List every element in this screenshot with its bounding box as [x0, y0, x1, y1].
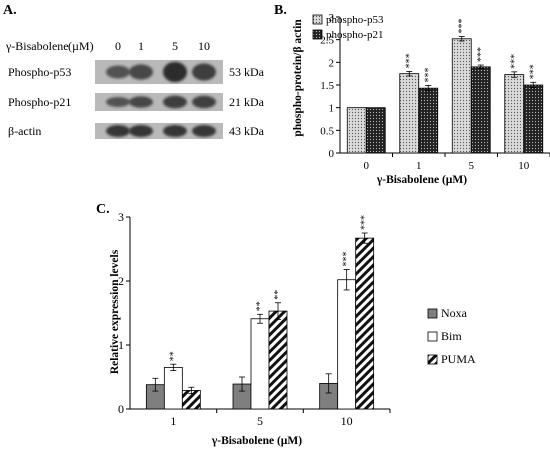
- blot-row-label: Phospho-p53: [8, 65, 71, 79]
- legend-label: phospho-p21: [326, 29, 383, 41]
- significance-mark: ***: [457, 18, 468, 33]
- bar-puma: [355, 237, 375, 410]
- blot-band: [106, 125, 130, 137]
- x-tick-label: 10: [518, 160, 530, 172]
- x-tick-label: 0: [364, 160, 370, 172]
- blot-band: [129, 125, 153, 137]
- blot-row-label: β-actin: [8, 124, 41, 138]
- panel-a-letter: A.: [3, 3, 17, 18]
- blot-row-size: 21 kDa: [229, 95, 265, 109]
- blot-band: [192, 63, 216, 81]
- legend-label: Noxa: [441, 306, 468, 320]
- significance-mark: ***: [509, 54, 520, 69]
- panel-c-letter: C.: [96, 202, 110, 217]
- legend-swatch: [427, 331, 438, 342]
- legend-label: phospho-p53: [326, 14, 384, 26]
- panel-c-plot: 0 1 2 3 1 ** 5 ** ** 10 *** *** Noxa Bim PUMA: [118, 210, 476, 428]
- bar-phospho-p21: [470, 66, 491, 154]
- significance-mark: ***: [423, 67, 434, 82]
- blot-band: [106, 97, 130, 107]
- blot-row: Phospho-p53 53 kDa: [8, 60, 265, 84]
- panel-b-plot: 0 0.5 1 1.5 2 2.5 3 0 1 *** *** 5 *** *** 10 *** *** phos…: [312, 12, 550, 172]
- bar-phospho-p53: [504, 74, 525, 154]
- blot-lane-labels: 0 1 5 10: [115, 39, 210, 53]
- blot-band: [163, 125, 187, 137]
- y-tick-label: 2: [118, 274, 124, 288]
- y-tick-label: 0: [329, 148, 335, 160]
- y-tick-label: 3: [329, 12, 335, 24]
- blot-band: [163, 61, 187, 83]
- blot-band: [129, 96, 153, 108]
- legend-label: Bim: [441, 329, 462, 343]
- x-tick-label: 1: [416, 160, 422, 172]
- bar-phospho-p21: [365, 107, 386, 154]
- blot-strip: [95, 93, 223, 111]
- panel-a-header-label: γ-Bisabolene: [5, 39, 69, 53]
- significance-mark: **: [168, 351, 179, 361]
- blot-row-size: 53 kDa: [229, 65, 265, 79]
- y-tick-label: 2.5: [320, 35, 334, 47]
- blot-band: [192, 95, 216, 109]
- blot-band: [163, 95, 187, 109]
- blot-row-label: Phospho-p21: [8, 95, 71, 109]
- blot-row-size: 43 kDa: [229, 124, 265, 138]
- blot-lane-label: 0: [115, 39, 121, 53]
- significance-mark: ***: [404, 53, 415, 68]
- significance-mark: ***: [528, 64, 539, 79]
- significance-mark: ***: [360, 215, 371, 230]
- x-tick-label: 10: [341, 414, 353, 428]
- significance-mark: ***: [476, 47, 487, 62]
- bar-bim: [163, 366, 183, 410]
- legend-swatch: [427, 354, 438, 365]
- bar-phospho-p21: [523, 84, 544, 154]
- panel-a-header-unit: (µM): [68, 39, 94, 53]
- bar-phospho-p53: [399, 73, 420, 154]
- panel-b-letter: B.: [274, 3, 287, 18]
- bar-phospho-p53: [451, 38, 472, 154]
- blot-band: [192, 125, 216, 137]
- panel-c-chart: C. Relative expression levels γ-Bisabole…: [96, 202, 476, 447]
- blot-band: [129, 64, 153, 80]
- x-tick-label: 5: [257, 414, 263, 428]
- blot-rows: Phospho-p53 53 kDa Phospho-p21 21 kDa β-acti…: [8, 60, 265, 139]
- legend-swatch: [312, 29, 323, 40]
- panel-a-western-blot: A. γ-Bisabolene (µM) 0 1 5 10 Phospho-p53 53…: [3, 3, 265, 139]
- blot-row: β-actin 43 kDa: [8, 123, 265, 139]
- y-tick-label: 1.5: [320, 80, 334, 92]
- blot-lane-label: 10: [198, 39, 210, 53]
- bar-phospho-p21: [418, 87, 439, 154]
- blot-lane-label: 5: [172, 39, 178, 53]
- legend-swatch: [427, 308, 438, 319]
- y-tick-label: 1: [329, 103, 335, 115]
- bar-puma: [268, 310, 288, 410]
- x-tick-label: 5: [469, 160, 475, 172]
- significance-mark: **: [273, 290, 284, 300]
- blot-row: Phospho-p21 21 kDa: [8, 93, 265, 111]
- y-tick-label: 3: [118, 210, 124, 224]
- x-tick-label: 1: [170, 414, 176, 428]
- y-tick-label: 1: [118, 338, 124, 352]
- blot-band: [106, 65, 130, 79]
- significance-mark: ***: [342, 251, 353, 266]
- panel-b-chart: B. phospho-protein/β actin γ-Bisabolene …: [274, 3, 550, 186]
- legend-swatch: [312, 14, 323, 25]
- y-tick-label: 0.5: [320, 125, 334, 137]
- y-tick-label: 0: [118, 402, 124, 416]
- blot-strip: [95, 123, 223, 139]
- bar-bim: [250, 318, 270, 410]
- legend-label: PUMA: [441, 352, 476, 366]
- panel-c-ylabel: Relative expression levels: [109, 249, 121, 374]
- significance-mark: **: [255, 301, 266, 311]
- panel-c-xlabel: γ-Bisabolene (µM): [211, 435, 302, 447]
- bar-phospho-p53: [346, 107, 367, 154]
- panel-b-ylabel: phospho-protein/β actin: [292, 19, 304, 137]
- bar-bim: [337, 279, 357, 410]
- panel-b-xlabel: γ-Bisabolene (µM): [376, 174, 467, 186]
- y-tick-label: 2: [329, 57, 335, 69]
- blot-lane-label: 1: [138, 39, 144, 53]
